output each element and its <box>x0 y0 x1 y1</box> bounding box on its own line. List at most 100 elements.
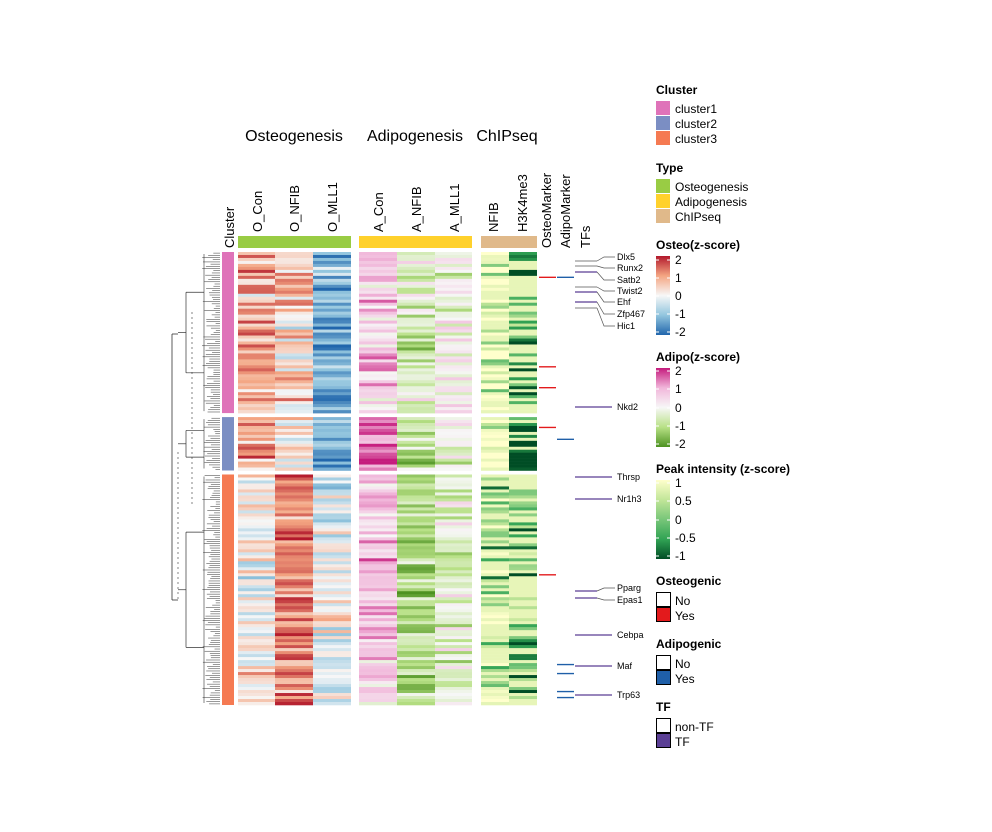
heat-cell <box>435 350 472 354</box>
heat-cell <box>359 353 397 357</box>
heat-cell <box>397 636 435 640</box>
heat-cell <box>359 600 397 604</box>
heat-cell <box>435 365 472 369</box>
heat-cell <box>397 618 435 622</box>
heat-cell <box>313 528 351 532</box>
heat-cell <box>435 257 472 262</box>
heat-cell <box>509 528 537 532</box>
heat-cell <box>313 461 351 465</box>
heat-cell <box>238 690 275 694</box>
heat-cell <box>313 338 351 342</box>
heat-cell <box>509 507 537 511</box>
legend-osteogenic-yes-label: Yes <box>675 609 695 623</box>
heat-cell <box>435 666 472 670</box>
heat-cell <box>238 467 275 471</box>
heat-cell <box>313 474 351 478</box>
heat-cell <box>481 666 509 670</box>
heat-cell <box>397 443 435 448</box>
heat-cell <box>275 531 313 535</box>
heat-cell <box>313 495 351 499</box>
gene-label-twist2: Twist2 <box>617 286 643 296</box>
heat-cell <box>313 651 351 655</box>
heat-cell <box>509 534 537 538</box>
heat-cell <box>481 570 509 574</box>
heat-cell <box>313 428 351 433</box>
heat-cell <box>275 540 313 544</box>
heat-cell <box>509 296 537 301</box>
heat-cell <box>435 570 472 574</box>
gene-label-nkd2: Nkd2 <box>617 402 638 412</box>
heat-cell <box>313 293 351 298</box>
heat-cell <box>359 440 397 445</box>
heat-cell <box>435 507 472 511</box>
heat-cell <box>481 495 509 499</box>
heat-cell <box>435 555 472 559</box>
heat-cell <box>509 693 537 697</box>
heat-cell <box>481 660 509 664</box>
heat-cell <box>313 371 351 375</box>
heat-cell <box>435 612 472 616</box>
heat-cell <box>509 332 537 336</box>
heat-cell <box>435 522 472 526</box>
legend-osteo-gradient <box>656 256 670 335</box>
heat-cell <box>481 338 509 342</box>
heat-cell <box>238 326 275 330</box>
legend-peak-tick-m1: -1 <box>675 549 686 563</box>
legend-tf-title: TF <box>656 700 671 714</box>
heat-cell <box>397 594 435 598</box>
heat-cell <box>397 516 435 520</box>
heat-cell <box>238 663 275 667</box>
heat-cell <box>275 558 313 562</box>
heat-cell <box>435 645 472 649</box>
heat-cell <box>509 275 537 280</box>
heat-cell <box>359 252 397 256</box>
heat-cell <box>238 489 275 493</box>
heat-cell <box>238 615 275 619</box>
heat-cell <box>359 567 397 571</box>
heat-cell <box>481 269 509 274</box>
heat-cell <box>359 461 397 465</box>
heat-cell <box>397 606 435 610</box>
heat-cell <box>481 648 509 652</box>
gene-zfp467: Zfp467 <box>575 301 645 319</box>
heat-cell <box>238 371 275 375</box>
heat-cell <box>313 579 351 583</box>
col-label-cluster: Cluster <box>222 206 237 248</box>
legend-peak-tick-m05: -0.5 <box>675 531 696 545</box>
heat-cell <box>275 347 313 351</box>
heat-cell <box>397 624 435 628</box>
heat-cell <box>275 543 313 547</box>
legend-osteo-tick-1: 1 <box>675 271 682 285</box>
heat-cell <box>481 290 509 295</box>
heat-cell <box>509 672 537 676</box>
heat-cell <box>238 329 275 333</box>
legend-tf-yes-label: TF <box>675 735 690 749</box>
heat-cell <box>275 570 313 574</box>
heat-cell <box>313 600 351 604</box>
heat-cell <box>397 383 435 387</box>
heat-cell <box>313 278 351 283</box>
heat-cell <box>509 645 537 649</box>
heat-cell <box>238 693 275 697</box>
heat-cell <box>238 678 275 682</box>
heat-cell <box>397 687 435 691</box>
heat-cell <box>397 489 435 493</box>
heat-cell <box>397 266 435 271</box>
heat-cell <box>397 347 435 351</box>
heat-cell <box>238 534 275 538</box>
heat-cell <box>238 272 275 277</box>
heat-cell <box>397 455 435 459</box>
heat-cell <box>509 486 537 490</box>
heat-cell <box>238 386 275 390</box>
heat-cell <box>481 417 509 421</box>
heat-cell <box>435 546 472 550</box>
heat-cell <box>435 401 472 405</box>
group-title-adipogenesis: Adipogenesis <box>367 128 463 145</box>
heat-cell <box>275 389 313 393</box>
heat-cell <box>238 633 275 637</box>
heat-cell <box>238 477 275 481</box>
heat-cell <box>238 368 275 372</box>
heat-cell <box>509 341 537 345</box>
heat-cell <box>313 401 351 405</box>
gene-dlx5: Dlx5 <box>575 252 635 262</box>
